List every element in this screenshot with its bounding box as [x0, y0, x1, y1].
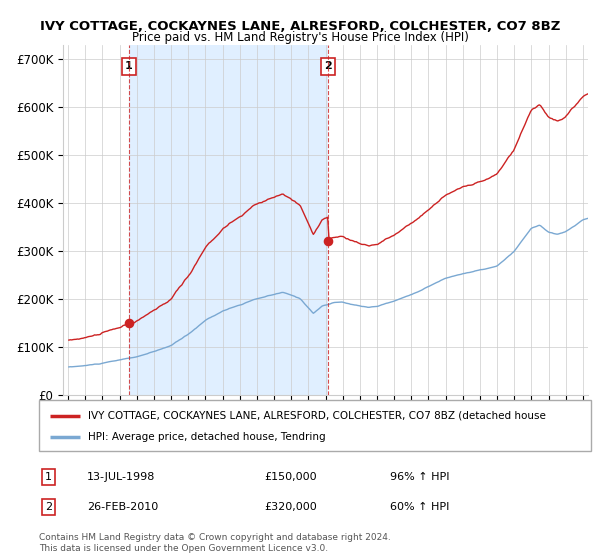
Text: IVY COTTAGE, COCKAYNES LANE, ALRESFORD, COLCHESTER, CO7 8BZ: IVY COTTAGE, COCKAYNES LANE, ALRESFORD, …	[40, 20, 560, 32]
Text: £320,000: £320,000	[264, 502, 317, 512]
Text: 2: 2	[45, 502, 52, 512]
Point	[323, 237, 333, 246]
Point	[124, 319, 134, 328]
Text: 13-JUL-1998: 13-JUL-1998	[87, 472, 155, 482]
Text: £150,000: £150,000	[264, 472, 317, 482]
Text: 1: 1	[125, 62, 133, 71]
Text: 26-FEB-2010: 26-FEB-2010	[87, 502, 158, 512]
Bar	[129, 45, 328, 395]
Text: IVY COTTAGE, COCKAYNES LANE, ALRESFORD, COLCHESTER, CO7 8BZ (detached house: IVY COTTAGE, COCKAYNES LANE, ALRESFORD, …	[88, 410, 545, 421]
Text: 2: 2	[324, 62, 332, 71]
Text: 60% ↑ HPI: 60% ↑ HPI	[390, 502, 449, 512]
Text: 1: 1	[45, 472, 52, 482]
Text: HPI: Average price, detached house, Tendring: HPI: Average price, detached house, Tend…	[88, 432, 325, 442]
Text: Contains HM Land Registry data © Crown copyright and database right 2024.
This d: Contains HM Land Registry data © Crown c…	[39, 533, 391, 553]
Text: Price paid vs. HM Land Registry's House Price Index (HPI): Price paid vs. HM Land Registry's House …	[131, 31, 469, 44]
Text: 96% ↑ HPI: 96% ↑ HPI	[390, 472, 449, 482]
